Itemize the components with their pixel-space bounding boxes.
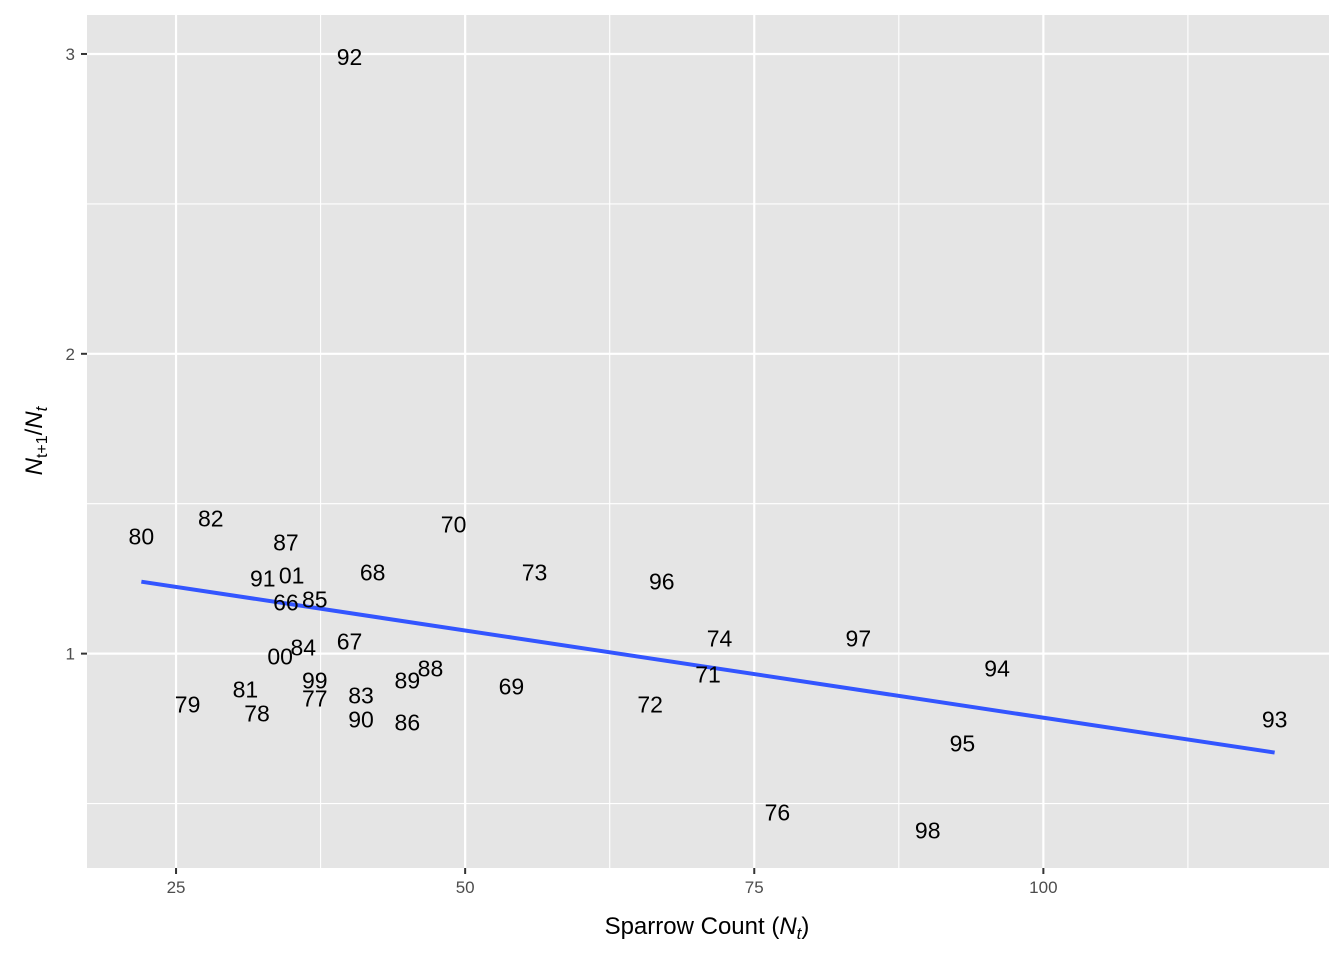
point-label-93: 93	[1262, 707, 1288, 733]
point-label-00: 00	[267, 644, 293, 670]
point-label-74: 74	[707, 626, 733, 652]
point-label-97: 97	[846, 626, 872, 652]
point-label-98: 98	[915, 818, 941, 844]
point-label-66: 66	[273, 590, 299, 616]
point-label-70: 70	[441, 512, 467, 538]
point-label-01: 01	[279, 563, 305, 589]
point-label-96: 96	[649, 569, 675, 595]
point-label-78: 78	[244, 701, 270, 727]
point-label-91: 91	[250, 566, 276, 592]
y-tick-label: 3	[66, 45, 75, 64]
point-label-79: 79	[175, 692, 201, 718]
point-label-73: 73	[522, 560, 548, 586]
point-label-84: 84	[290, 635, 316, 661]
x-tick-label: 75	[745, 878, 764, 897]
point-label-85: 85	[302, 587, 328, 613]
y-tick-label: 2	[66, 345, 75, 364]
point-label-69: 69	[499, 674, 525, 700]
axis-ticks	[81, 52, 1045, 874]
point-label-95: 95	[950, 731, 976, 757]
x-tick-label: 25	[167, 878, 186, 897]
minor-gridlines	[87, 15, 1329, 868]
regression-line	[141, 579, 1275, 755]
point-label-76: 76	[765, 800, 791, 826]
x-axis-title: Sparrow Count (Nt)	[605, 913, 810, 943]
major-gridlines	[87, 15, 1329, 868]
point-label-72: 72	[637, 692, 663, 718]
x-tick-label: 100	[1029, 878, 1057, 897]
point-label-81: 81	[233, 677, 259, 703]
point-label-86: 86	[395, 710, 421, 736]
point-label-67: 67	[337, 629, 363, 655]
point-label-82: 82	[198, 506, 224, 532]
panel-background	[87, 15, 1329, 868]
tick-labels: 25 50 75 100 1 2 3	[66, 45, 1058, 897]
point-labels: 66 67 68 69 70 71 72 73 74 76 77 78 79 80 81 82 83 84 85 86…	[129, 44, 1288, 844]
point-label-87: 87	[273, 530, 299, 556]
point-label-89: 89	[395, 668, 421, 694]
point-label-77: 77	[302, 686, 328, 712]
point-label-92: 92	[337, 44, 363, 70]
point-label-68: 68	[360, 560, 386, 586]
y-axis-title: Nt+1/Nt	[21, 405, 51, 475]
point-label-88: 88	[418, 656, 444, 682]
y-tick-label: 1	[66, 645, 75, 664]
x-tick-label: 50	[456, 878, 475, 897]
point-label-94: 94	[984, 656, 1010, 682]
point-label-71: 71	[695, 662, 721, 688]
point-label-99: 99	[302, 668, 328, 694]
point-label-83: 83	[348, 683, 374, 709]
point-label-80: 80	[129, 524, 155, 550]
point-label-90: 90	[348, 707, 374, 733]
